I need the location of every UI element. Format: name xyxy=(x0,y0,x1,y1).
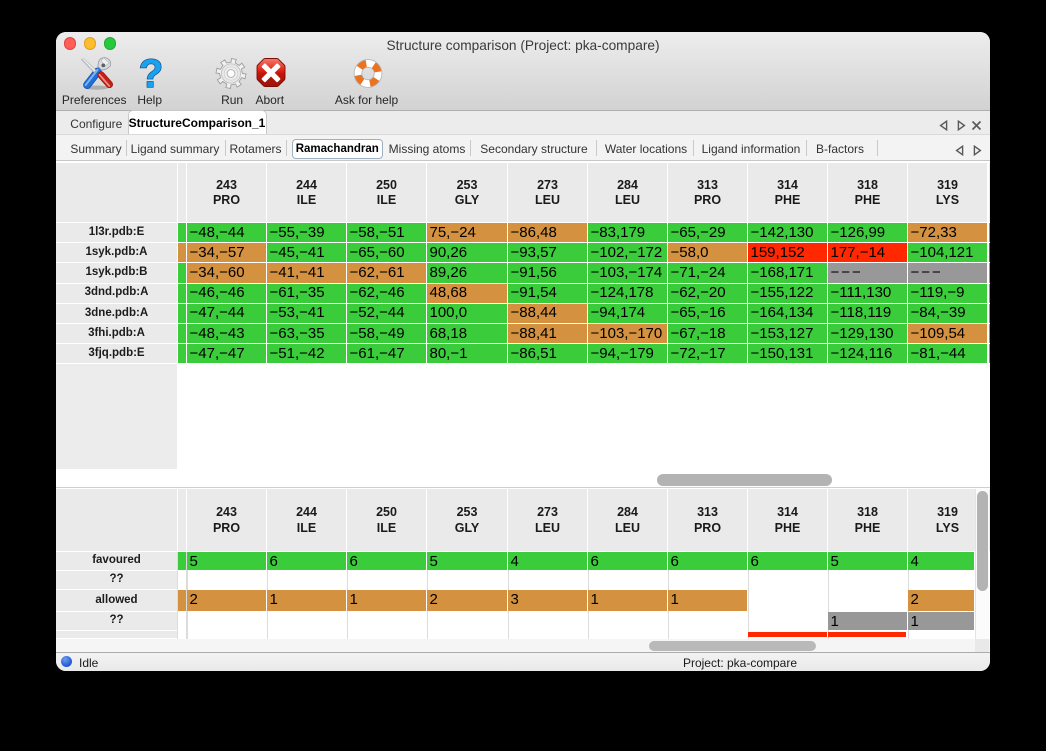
svg-text:?: ? xyxy=(139,57,163,90)
